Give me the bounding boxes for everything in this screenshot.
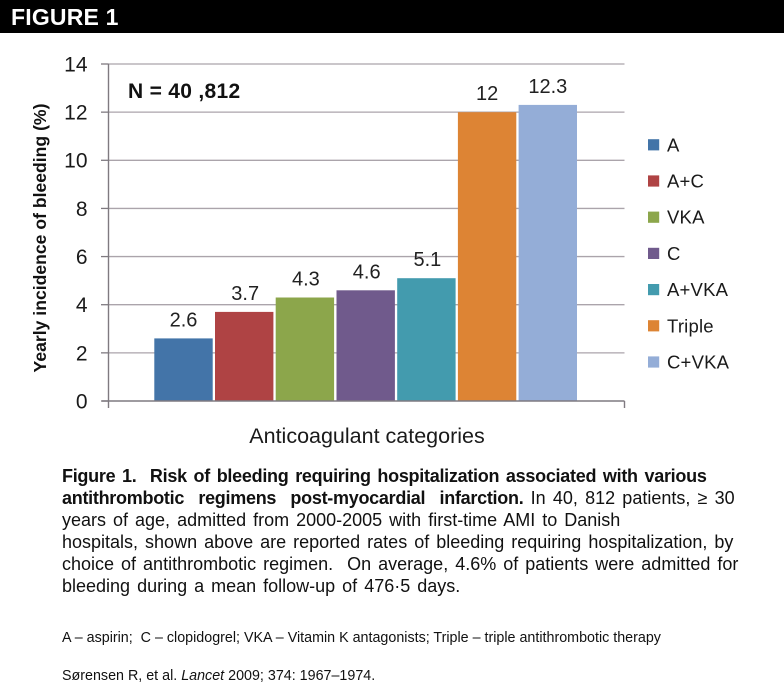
svg-text:2.6: 2.6 — [170, 309, 198, 331]
svg-text:4: 4 — [76, 294, 88, 317]
svg-text:8: 8 — [76, 198, 88, 221]
svg-text:12.3: 12.3 — [528, 76, 567, 98]
svg-text:6: 6 — [76, 246, 88, 269]
svg-text:A+VKA: A+VKA — [667, 279, 729, 300]
svg-text:Yearly incidence of bleeding (: Yearly incidence of bleeding (%) — [30, 104, 50, 373]
svg-text:VKA: VKA — [667, 207, 705, 228]
svg-text:Triple: Triple — [667, 315, 714, 336]
svg-text:14: 14 — [64, 53, 88, 76]
svg-text:4.6: 4.6 — [353, 261, 381, 283]
svg-text:A+C: A+C — [667, 171, 704, 192]
svg-text:3.7: 3.7 — [231, 283, 259, 305]
svg-text:2: 2 — [76, 342, 88, 365]
svg-text:10: 10 — [64, 150, 87, 173]
svg-text:4.3: 4.3 — [292, 269, 320, 291]
svg-text:5.1: 5.1 — [413, 249, 441, 271]
svg-text:12: 12 — [64, 102, 87, 125]
svg-text:C+VKA: C+VKA — [667, 352, 730, 373]
svg-text:C: C — [667, 243, 681, 264]
svg-text:0: 0 — [76, 390, 88, 413]
svg-text:Anticoagulant categories: Anticoagulant categories — [249, 424, 484, 448]
svg-text:A: A — [667, 134, 680, 155]
svg-text:12: 12 — [476, 83, 498, 105]
svg-text:N = 40 ,812: N = 40 ,812 — [128, 80, 240, 103]
